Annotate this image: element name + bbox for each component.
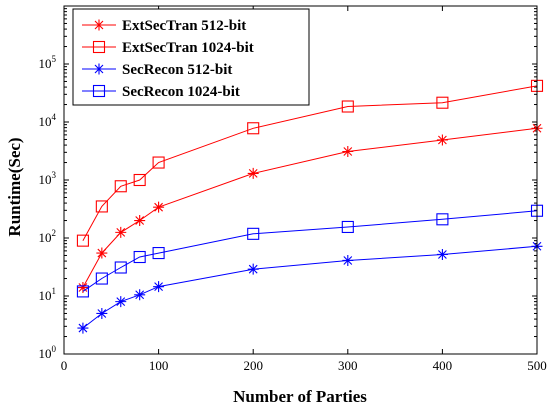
data-point xyxy=(342,254,354,266)
data-point xyxy=(115,296,127,308)
legend-label: SecRecon 512-bit xyxy=(122,62,232,78)
data-point xyxy=(134,215,146,227)
data-point xyxy=(152,247,165,260)
x-tick-label: 400 xyxy=(433,358,453,373)
data-point xyxy=(133,173,146,187)
data-point xyxy=(436,96,449,109)
data-point xyxy=(152,156,165,169)
data-point xyxy=(341,100,354,113)
plot-frame xyxy=(63,5,538,355)
y-tick-label: 105 xyxy=(39,54,57,71)
data-point xyxy=(247,227,260,240)
data-point xyxy=(436,248,448,260)
x-axis-title: Number of Parties xyxy=(233,387,367,406)
legend-item: SecRecon 1024-bit xyxy=(82,84,240,100)
x-tick-label: 500 xyxy=(527,358,547,373)
series-secrecon-1024-bit xyxy=(76,204,544,298)
legend: ExtSecTran 512-bit ExtSecTran 1024-bit Sec… xyxy=(72,8,310,106)
data-point xyxy=(247,122,260,135)
data-point xyxy=(247,167,259,179)
data-point xyxy=(134,289,146,301)
legend-marker xyxy=(93,63,105,75)
data-point xyxy=(114,261,127,274)
y-tick-label: 104 xyxy=(39,112,57,129)
series-secrecon-512-bit xyxy=(77,240,543,334)
data-point xyxy=(133,250,146,264)
x-tick-label: 100 xyxy=(149,358,169,373)
legend-item: SecRecon 512-bit xyxy=(82,62,232,78)
data-point xyxy=(95,272,108,285)
x-tick-label: 300 xyxy=(338,358,358,373)
data-point xyxy=(115,226,127,238)
data-point xyxy=(153,281,165,293)
data-point xyxy=(342,146,354,158)
data-point xyxy=(95,200,108,213)
data-point xyxy=(96,247,108,259)
y-axis-title: Runtime(Sec) xyxy=(5,137,24,236)
data-point xyxy=(77,282,89,294)
legend-label: SecRecon 1024-bit xyxy=(122,84,240,100)
y-tick-label: 101 xyxy=(39,286,57,303)
x-tick-label: 0 xyxy=(61,358,68,373)
data-point xyxy=(114,180,127,193)
data-point xyxy=(247,263,259,275)
series-line xyxy=(82,85,538,241)
legend-marker xyxy=(92,84,106,98)
data-point xyxy=(76,285,89,298)
data-point xyxy=(76,234,89,247)
series-line xyxy=(82,245,538,329)
series-extsectran-512-bit xyxy=(77,122,543,294)
y-tick-label: 102 xyxy=(39,228,57,245)
y-tick-label: 103 xyxy=(39,170,57,187)
data-point xyxy=(436,213,449,226)
legend-marker xyxy=(93,19,105,31)
legend-item: ExtSecTran 512-bit xyxy=(82,18,246,34)
series-extsectran-1024-bit xyxy=(76,79,544,247)
data-point xyxy=(96,307,108,319)
legend-label: ExtSecTran 512-bit xyxy=(122,18,246,34)
legend-label: ExtSecTran 1024-bit xyxy=(122,40,254,56)
legend-item: ExtSecTran 1024-bit xyxy=(82,40,254,56)
x-tick-label: 200 xyxy=(243,358,263,373)
data-point xyxy=(77,322,89,334)
data-point xyxy=(153,201,165,213)
series-line xyxy=(82,210,538,292)
data-point xyxy=(436,134,448,146)
data-point xyxy=(341,220,354,234)
legend-marker xyxy=(92,40,106,54)
y-tick-label: 100 xyxy=(39,344,57,361)
